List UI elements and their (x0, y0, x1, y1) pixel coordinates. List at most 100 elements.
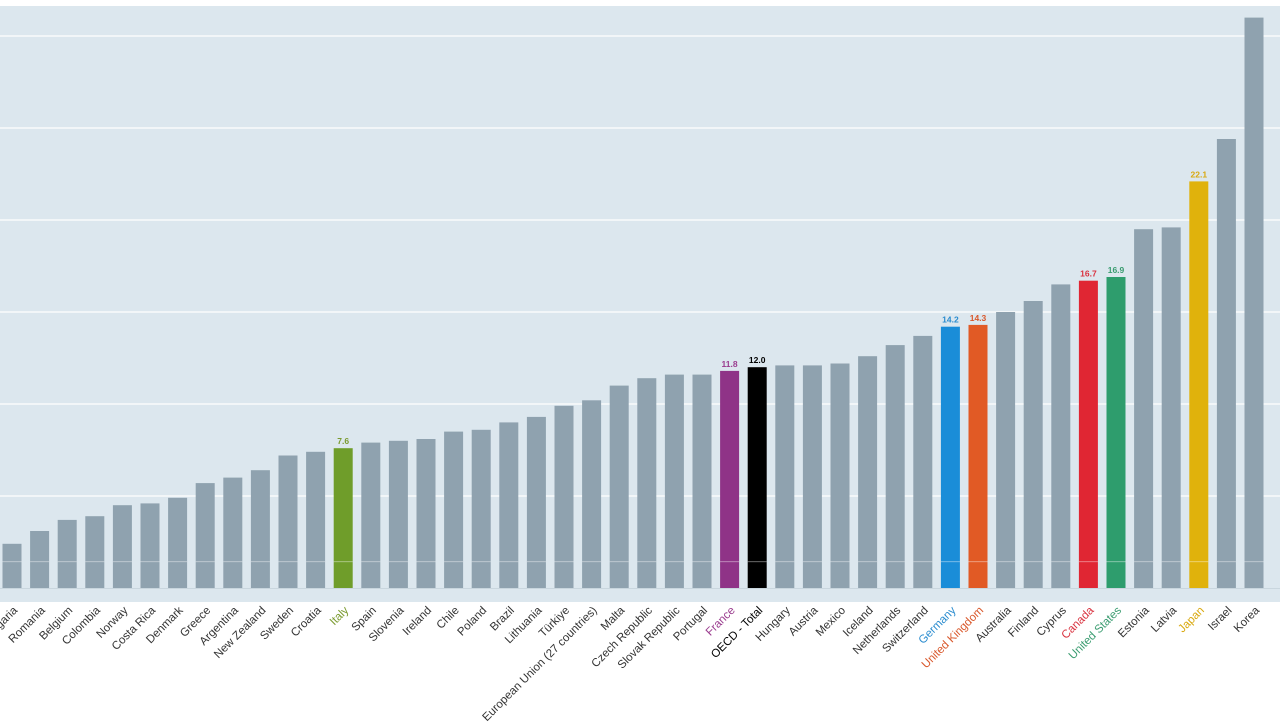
baseline (0, 588, 1280, 589)
bar-band-line (140, 561, 160, 563)
bar (1106, 277, 1126, 588)
bar (940, 326, 960, 588)
bar-band-line (306, 561, 326, 563)
bar (609, 385, 629, 588)
bar (112, 505, 132, 588)
bar-band-line (278, 561, 298, 563)
bar (333, 448, 353, 588)
bar-band-line (830, 561, 850, 563)
bar-band-line (802, 561, 822, 563)
bar-band-line (720, 561, 740, 563)
bar (168, 497, 188, 588)
bar (664, 374, 684, 588)
bar (416, 439, 436, 588)
bar-band-line (996, 561, 1016, 563)
bar (471, 429, 491, 588)
data-label: 14.2 (942, 315, 959, 325)
bar (85, 516, 105, 588)
bar (1023, 301, 1043, 588)
bar (30, 531, 50, 588)
bar (1189, 181, 1209, 588)
bar (1134, 229, 1154, 588)
data-label: 11.8 (722, 359, 738, 369)
bar (278, 455, 298, 588)
data-labels: 7.6 11.8 12.0 14.2 14.3 16.7 16.9 22.1 (337, 169, 1207, 446)
bar-band-line (1189, 561, 1209, 563)
bar-band-line (858, 561, 878, 563)
x-tick-label: Finland (1006, 605, 1041, 640)
bar-band-line (940, 561, 960, 563)
bar-base-band (0, 561, 1280, 589)
bar (526, 416, 546, 588)
data-label: 12.0 (749, 355, 766, 365)
bar (858, 356, 878, 588)
bar-band-line (30, 561, 50, 563)
bar-band-line (1216, 561, 1236, 563)
data-label: 7.6 (337, 436, 349, 446)
x-tick-label: Israel (1206, 605, 1234, 633)
bar-band-line (2, 561, 22, 563)
bar (1051, 284, 1071, 588)
data-label: 16.7 (1080, 269, 1097, 279)
bar-band-line (499, 561, 519, 563)
bar-band-line (361, 561, 381, 563)
bar-band-line (471, 561, 491, 563)
bar-band-line (112, 561, 132, 563)
bar (57, 519, 77, 588)
bar-band-line (747, 561, 767, 563)
bar-band-line (968, 561, 988, 563)
bar (637, 378, 657, 588)
bar (747, 367, 767, 588)
bar-band-line (1161, 561, 1181, 563)
bar (1244, 17, 1264, 589)
bar (223, 477, 243, 588)
bar-band-line (664, 561, 684, 563)
bar-band-line (57, 561, 77, 563)
bar (1161, 227, 1181, 588)
bar (692, 374, 712, 588)
bars (2, 17, 1264, 589)
bar-band-line (526, 561, 546, 563)
bar (361, 442, 381, 588)
bar (195, 483, 215, 588)
bar (1078, 280, 1098, 588)
x-tick-label: Italy (328, 604, 352, 628)
bar (582, 400, 602, 588)
bar (499, 422, 519, 588)
bar (913, 335, 933, 588)
bar-band-line (168, 561, 188, 563)
bar-band-line (388, 561, 408, 563)
bar (830, 363, 850, 588)
bar-band-line (333, 561, 353, 563)
data-label: 22.1 (1191, 169, 1208, 179)
bar (996, 312, 1016, 588)
bar-band-line (913, 561, 933, 563)
bar-band-line (1244, 561, 1264, 563)
data-label: 16.9 (1108, 265, 1125, 275)
x-tick-label: Croatia (289, 604, 324, 639)
bar-band-line (195, 561, 215, 563)
bar (140, 503, 160, 588)
bar-band-line (250, 561, 270, 563)
bar-band-line (1134, 561, 1154, 563)
bar-band-line (223, 561, 243, 563)
data-label: 14.3 (970, 313, 987, 323)
bar (444, 431, 464, 588)
bar-band-line (1023, 561, 1043, 563)
bar (250, 470, 270, 588)
x-tick-label: Estonia (1116, 604, 1152, 640)
bar (306, 451, 326, 588)
bar (554, 405, 574, 588)
bar (2, 543, 22, 588)
bar-band-line (1078, 561, 1098, 563)
bar-band-line (85, 561, 105, 563)
bar-band-line (775, 561, 795, 563)
bar-band-line (554, 561, 574, 563)
bar (968, 324, 988, 588)
x-tick-label: Latvia (1149, 604, 1180, 635)
bar (720, 370, 740, 588)
bar (802, 365, 822, 588)
bar (885, 345, 905, 588)
x-tick-label: Korea (1232, 604, 1263, 635)
